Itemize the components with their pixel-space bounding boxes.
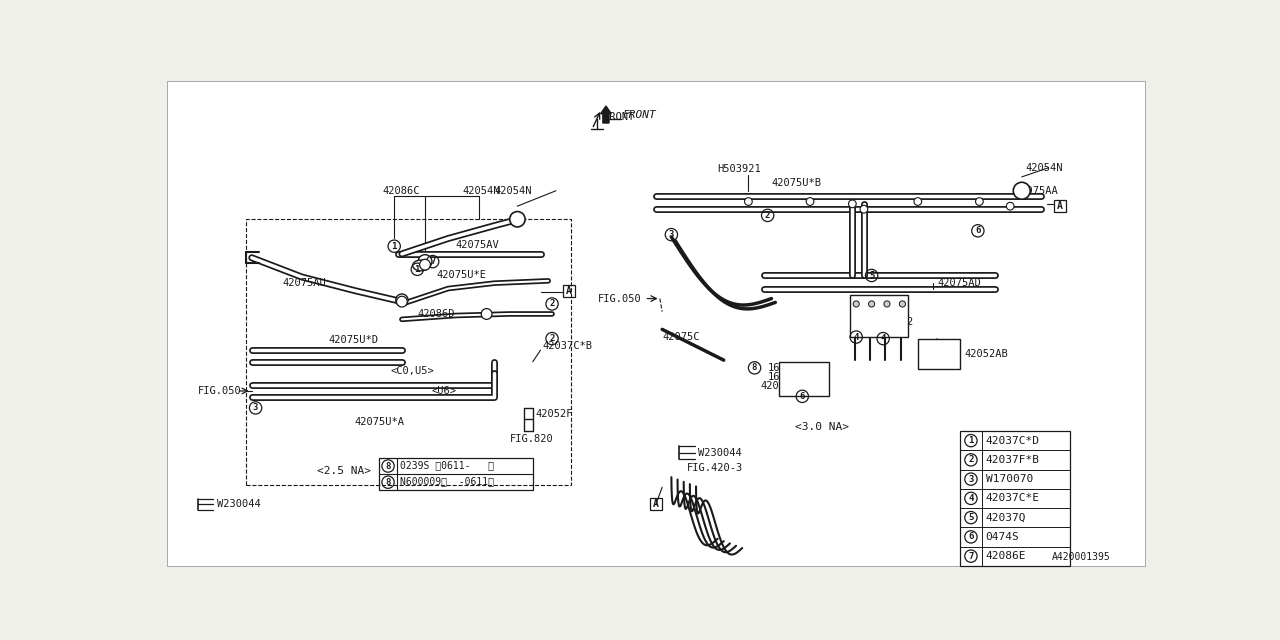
Text: 2: 2 (968, 456, 974, 465)
Text: 5: 5 (869, 271, 874, 280)
Text: 42075U*E: 42075U*E (436, 271, 486, 280)
Bar (850, 294, 908, 337)
Text: 42075AA: 42075AA (1014, 186, 1057, 196)
Text: 42037C*B: 42037C*B (543, 341, 593, 351)
Text: 42086D: 42086D (417, 309, 454, 319)
Circle shape (849, 200, 856, 208)
Text: 4: 4 (881, 334, 886, 343)
Text: 8: 8 (385, 461, 390, 470)
Text: 2: 2 (549, 334, 554, 343)
Text: FIG.420-3: FIG.420-3 (687, 463, 744, 473)
Circle shape (509, 212, 525, 227)
Text: 3: 3 (253, 403, 259, 412)
Text: H503921: H503921 (718, 164, 762, 174)
Text: FRONT: FRONT (604, 112, 635, 122)
Circle shape (975, 198, 983, 205)
Text: 42054N: 42054N (462, 186, 499, 196)
Text: 42054N: 42054N (1025, 163, 1064, 173)
Text: 5: 5 (968, 513, 974, 522)
Text: 42052AB: 42052AB (964, 349, 1007, 359)
Ellipse shape (412, 260, 430, 271)
Text: <3.0 NA>: <3.0 NA> (795, 422, 849, 432)
Bar (960, 431, 1070, 566)
Text: 3: 3 (968, 475, 974, 484)
Text: FRONT: FRONT (622, 110, 655, 120)
Text: 42086C: 42086C (383, 186, 420, 196)
Circle shape (860, 205, 868, 213)
Text: 0239S 〈0611-   〉: 0239S 〈0611- 〉 (401, 460, 494, 470)
Circle shape (396, 294, 408, 307)
Text: 8: 8 (751, 364, 758, 372)
Text: 42075AD: 42075AD (937, 278, 980, 288)
Text: FIG.820: FIG.820 (509, 434, 553, 444)
Text: 16139: 16139 (768, 363, 799, 373)
Circle shape (397, 296, 407, 307)
Bar (650, 498, 662, 510)
Text: 1: 1 (415, 265, 420, 274)
Text: W230044: W230044 (218, 499, 261, 509)
Text: <C0,U5>: <C0,U5> (390, 366, 434, 376)
Text: 42052AA: 42052AA (760, 381, 804, 391)
Circle shape (806, 198, 814, 205)
Text: 42075C: 42075C (662, 332, 700, 342)
Circle shape (745, 198, 753, 205)
Bar (918, 339, 960, 369)
Text: A420001395: A420001395 (1052, 552, 1110, 562)
Circle shape (884, 301, 890, 307)
Text: 42052F: 42052F (535, 409, 572, 419)
Text: 4: 4 (854, 333, 859, 342)
Text: 4: 4 (968, 494, 974, 503)
Text: FIG.050: FIG.050 (598, 294, 643, 303)
Text: A: A (653, 499, 659, 509)
Bar (246, 220, 571, 485)
Text: 1: 1 (392, 242, 397, 251)
Text: 8: 8 (385, 477, 390, 486)
Text: N600009〈  -0611〉: N600009〈 -0611〉 (401, 476, 494, 486)
Bar (1055, 200, 1066, 212)
Circle shape (419, 255, 431, 269)
Circle shape (914, 198, 922, 205)
Circle shape (1014, 182, 1030, 199)
Text: 0474S: 0474S (986, 532, 1019, 542)
Text: <U6>: <U6> (431, 386, 456, 396)
Text: 6: 6 (975, 227, 980, 236)
Text: 42075AV: 42075AV (456, 239, 499, 250)
Text: 6: 6 (968, 532, 974, 541)
Text: 6: 6 (800, 392, 805, 401)
Text: 7: 7 (430, 257, 435, 266)
Circle shape (420, 259, 430, 270)
Circle shape (1006, 202, 1014, 210)
Text: <2.5 NA>: <2.5 NA> (317, 466, 371, 476)
Circle shape (481, 308, 492, 319)
Text: FIG.050: FIG.050 (198, 386, 242, 396)
Text: 3: 3 (668, 230, 675, 239)
Text: A: A (1057, 201, 1064, 211)
Text: 42075U*D: 42075U*D (329, 335, 379, 345)
Text: 2: 2 (549, 300, 554, 308)
Text: 2: 2 (765, 211, 771, 220)
Bar (780, 362, 829, 396)
Bar (379, 458, 532, 490)
Text: 42037F*B: 42037F*B (986, 455, 1039, 465)
Text: 1: 1 (968, 436, 974, 445)
Text: 16695: 16695 (768, 372, 799, 382)
Text: 42037C*D: 42037C*D (986, 436, 1039, 445)
Circle shape (869, 301, 874, 307)
Polygon shape (600, 106, 612, 123)
Text: 42075U*B: 42075U*B (772, 178, 822, 188)
Text: 42054N: 42054N (494, 186, 531, 196)
Text: 16622: 16622 (883, 317, 914, 326)
Text: 42086E: 42086E (986, 551, 1027, 561)
Text: A: A (566, 286, 572, 296)
Circle shape (900, 301, 905, 307)
Text: 42037Q: 42037Q (986, 513, 1027, 523)
Text: 7: 7 (968, 552, 974, 561)
Text: W230044: W230044 (699, 447, 742, 458)
Text: 42075AU: 42075AU (283, 278, 326, 288)
Text: 42075U*A: 42075U*A (355, 417, 404, 427)
Text: 42037C*E: 42037C*E (986, 493, 1039, 504)
Circle shape (852, 301, 859, 307)
Text: W170070: W170070 (986, 474, 1033, 484)
Bar (563, 285, 575, 297)
